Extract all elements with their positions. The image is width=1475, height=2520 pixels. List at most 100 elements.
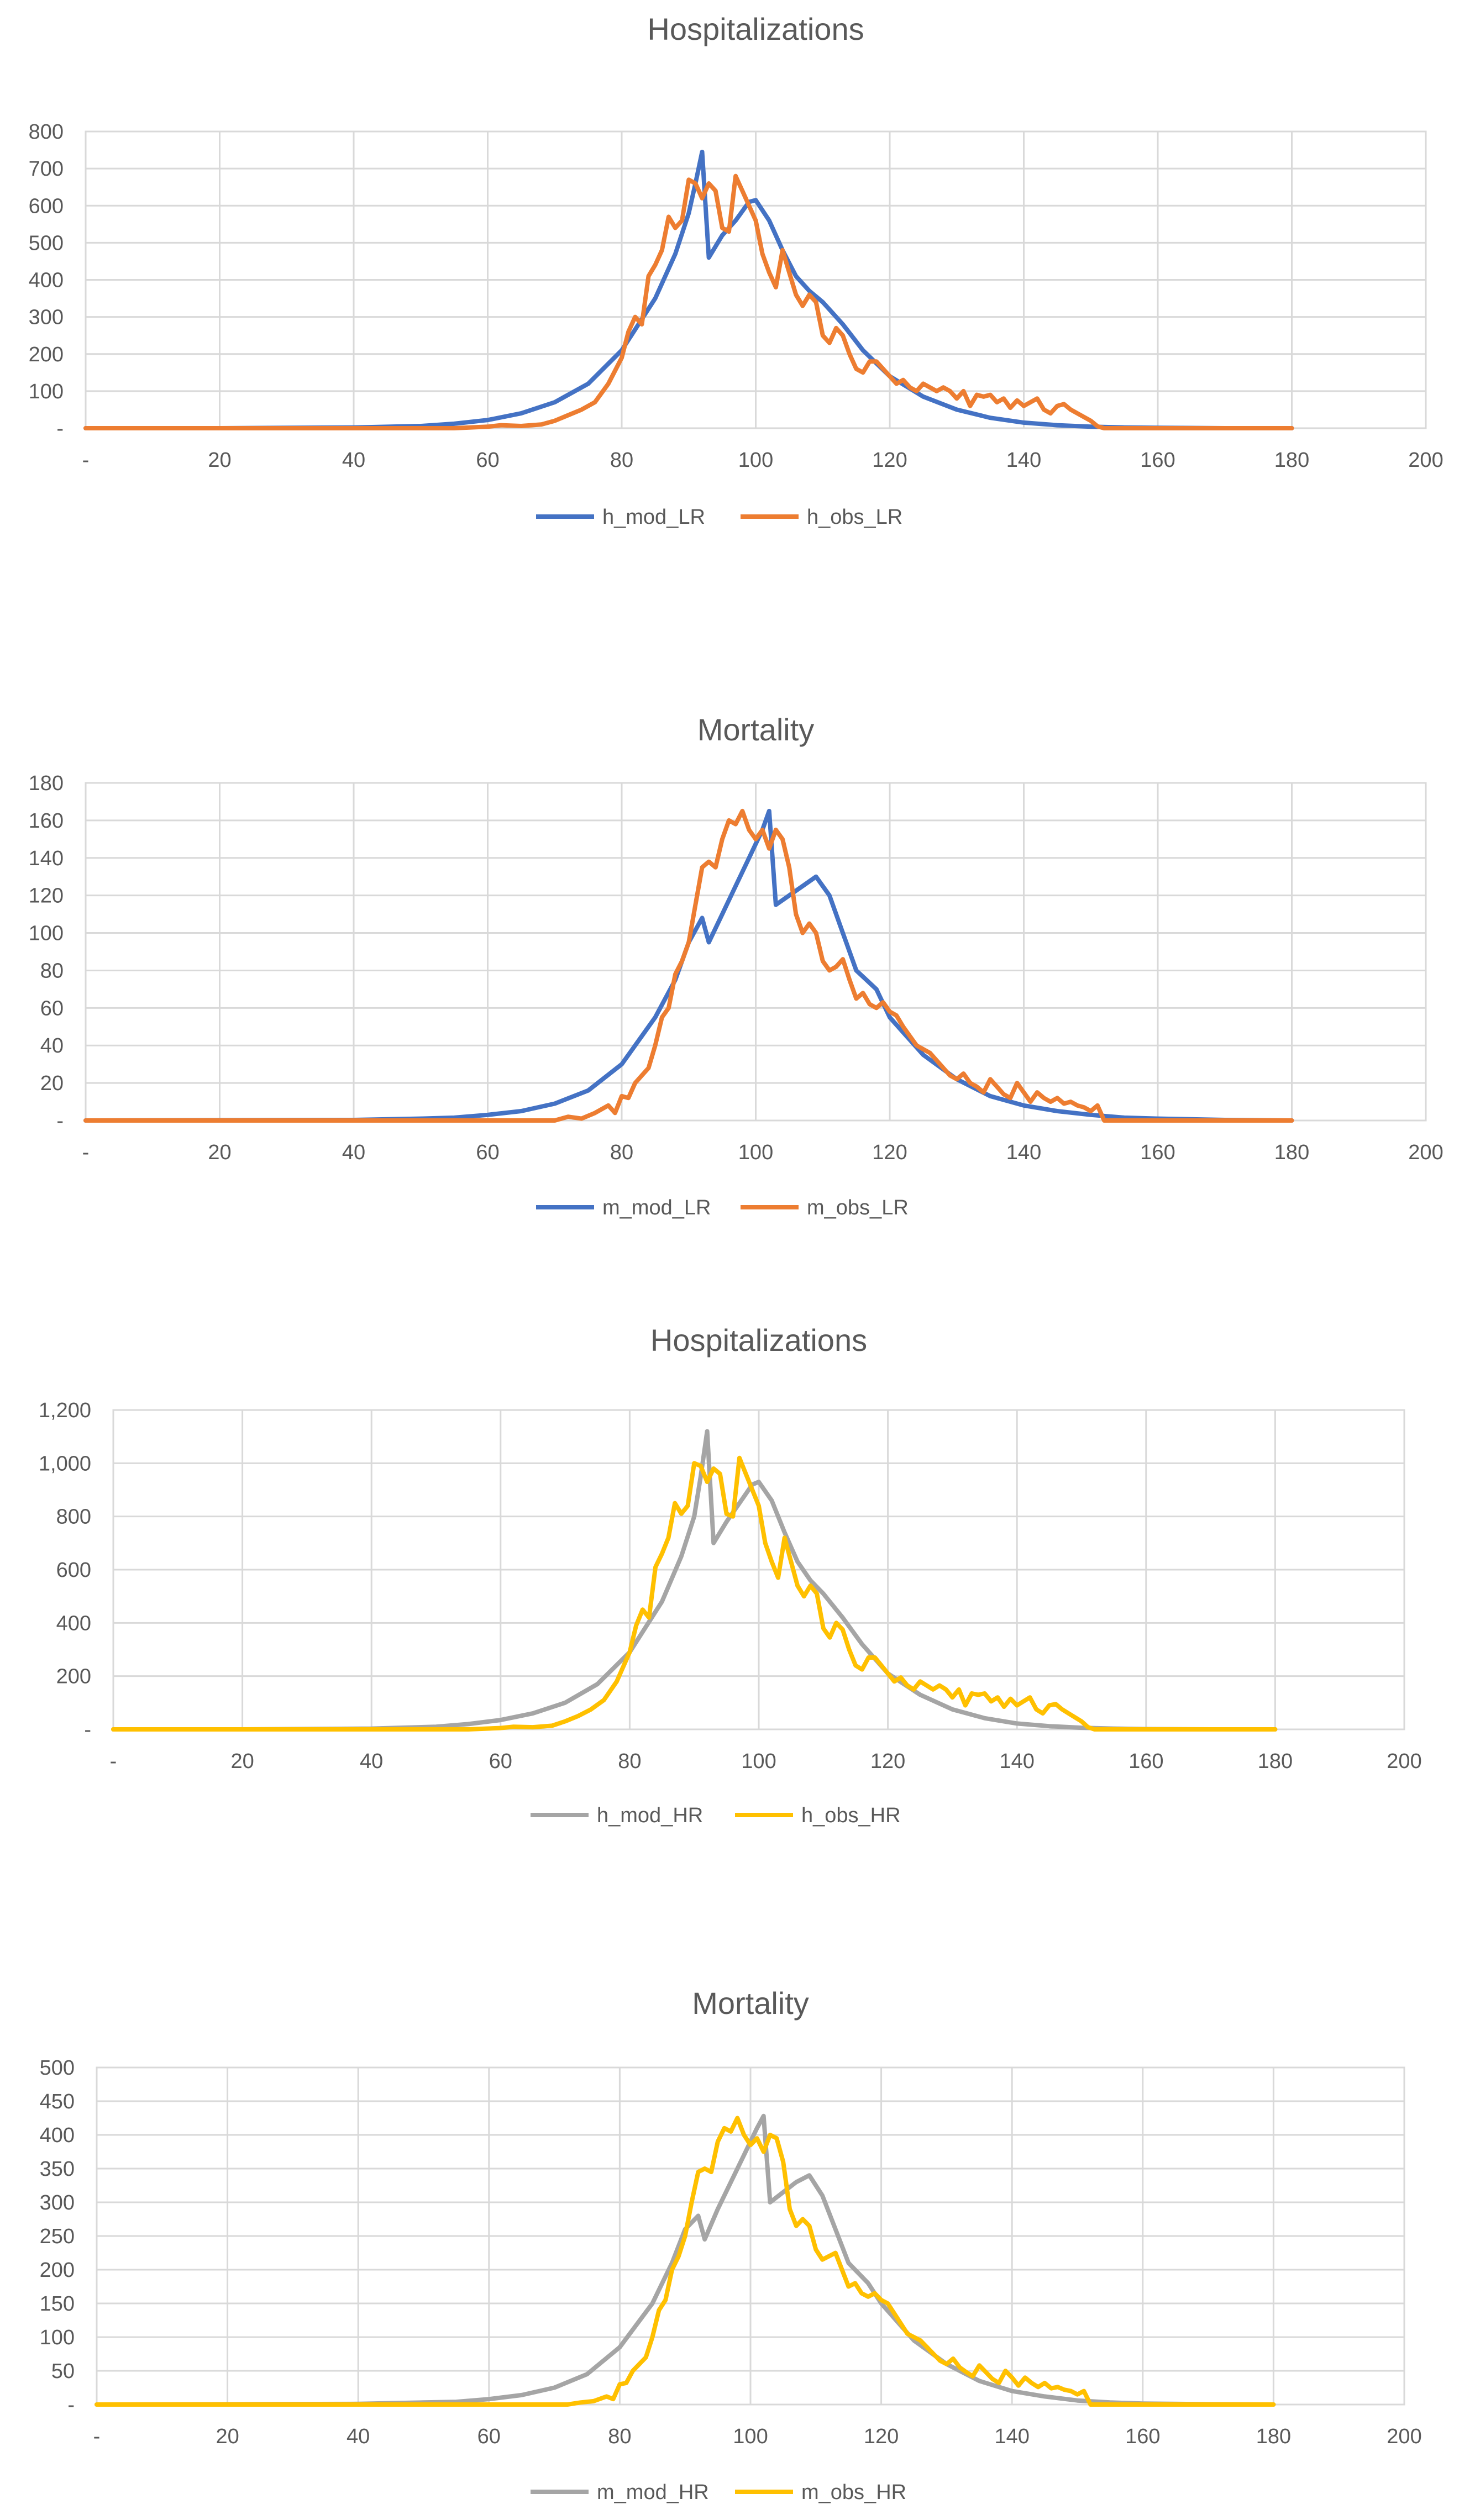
- legend: m_mod_HR m_obs_HR: [531, 2481, 906, 2504]
- x-tick-label: 100: [733, 2425, 768, 2448]
- y-tick-label: 40: [40, 1034, 64, 1058]
- series-line-h-mod-LR: [83, 149, 1294, 430]
- x-tick-label: 140: [999, 1750, 1034, 1773]
- series-line-h-mod-HR: [111, 1429, 1278, 1732]
- series-line-m-mod-HR: [95, 2113, 1276, 2407]
- y-tick-label: 150: [40, 2292, 75, 2316]
- x-tick-label: 160: [1140, 1141, 1175, 1164]
- x-tick-label: 120: [870, 1750, 905, 1773]
- x-tick-label: 40: [342, 1141, 365, 1164]
- y-tick-label: 100: [29, 922, 64, 945]
- x-tick-label: 60: [489, 1750, 512, 1773]
- y-tick-label: 1,200: [39, 1399, 91, 1422]
- x-tick-label: 160: [1140, 449, 1175, 472]
- x-tick-label: -: [82, 1141, 90, 1164]
- x-tick-label: -: [93, 2425, 101, 2448]
- legend: h_mod_LR h_obs_LR: [536, 506, 902, 529]
- x-tick-label: 160: [1128, 1750, 1163, 1773]
- x-tick-label: 120: [872, 449, 907, 472]
- x-tick-label: 80: [610, 449, 633, 472]
- legend: h_mod_HR h_obs_HR: [531, 1804, 901, 1827]
- x-tick-label: -: [82, 449, 90, 472]
- legend-label: m_mod_LR: [602, 1196, 711, 1219]
- x-tick-label: 40: [360, 1750, 383, 1773]
- x-tick-label: 180: [1256, 2425, 1291, 2448]
- x-tick-label: 100: [738, 1141, 773, 1164]
- y-tick-label: 400: [29, 269, 64, 292]
- y-tick-label: 100: [29, 380, 64, 403]
- y-tick-label: 500: [40, 2056, 75, 2080]
- y-tick-label: 200: [29, 343, 64, 366]
- chart-panel-4: Mortality - 50 100 150 200 250 300 350 400 450 500 -…: [0, 1890, 1475, 2520]
- x-tick-label: 140: [1006, 449, 1041, 472]
- x-tick-label: 20: [216, 2425, 239, 2448]
- x-tick-label: 120: [872, 1141, 907, 1164]
- series-line-m-obs-HR: [95, 2116, 1276, 2407]
- legend-label: m_mod_HR: [597, 2481, 709, 2504]
- x-tick-label: 180: [1258, 1750, 1293, 1773]
- x-tick-label: 180: [1274, 449, 1309, 472]
- y-tick-label: 200: [40, 2259, 75, 2282]
- x-tick-label: 100: [741, 1750, 776, 1773]
- x-tick-label: 180: [1274, 1141, 1309, 1164]
- legend-label: m_obs_HR: [801, 2481, 906, 2504]
- x-tick-label: 40: [342, 449, 365, 472]
- x-tick-label: 120: [864, 2425, 899, 2448]
- y-tick-label: 60: [40, 997, 64, 1020]
- y-tick-label: 600: [56, 1559, 91, 1582]
- y-tick-label: -: [67, 2393, 75, 2417]
- x-tick-label: 140: [1006, 1141, 1041, 1164]
- chart-panel-2: Mortality - 20 40 60 80 100 120 140 160 180 - 20 40 60…: [0, 635, 1475, 1260]
- series-line-m-mod-LR: [83, 808, 1294, 1123]
- y-tick-label: 200: [56, 1665, 91, 1688]
- y-tick-label: 50: [51, 2360, 75, 2383]
- x-tick-label: -: [110, 1750, 117, 1773]
- y-tick-label: 1,000: [39, 1452, 91, 1475]
- y-tick-label: 80: [40, 959, 64, 982]
- chart-panel-1: Hospitalizations - 100 200 300 400 500 600 700 80…: [0, 0, 1475, 608]
- y-tick-label: 20: [40, 1072, 64, 1095]
- chart-title: Mortality: [692, 1986, 809, 2021]
- y-tick-label: 800: [29, 120, 64, 144]
- chart-2-svg: Mortality - 20 40 60 80 100 120 140 160 180 - 20 40 60…: [29, 712, 1443, 1219]
- chart-1-svg: Hospitalizations - 100 200 300 400 500 600 700 80…: [29, 12, 1443, 529]
- y-tick-label: 700: [29, 157, 64, 181]
- legend-label: m_obs_LR: [807, 1196, 909, 1219]
- chart-4-svg: Mortality - 50 100 150 200 250 300 350 400 450 500 -…: [40, 1986, 1422, 2504]
- y-tick-label: -: [84, 1718, 91, 1742]
- y-tick-label: 100: [40, 2326, 75, 2349]
- series-line-h-obs-HR: [111, 1455, 1278, 1732]
- y-tick-label: 450: [40, 2090, 75, 2113]
- y-tick-label: 500: [29, 232, 64, 255]
- legend-label: h_obs_LR: [807, 506, 902, 529]
- x-tick-label: 20: [208, 449, 231, 472]
- chart-3-svg: Hospitalizations - 200 400 600 800 1,000 1,200 -…: [39, 1323, 1422, 1827]
- y-tick-label: 300: [40, 2191, 75, 2214]
- y-tick-label: 160: [29, 809, 64, 833]
- y-tick-label: 800: [56, 1506, 91, 1529]
- x-tick-label: 20: [230, 1750, 254, 1773]
- x-tick-label: 80: [618, 1750, 641, 1773]
- series-line-m-obs-LR: [83, 808, 1294, 1123]
- legend: m_mod_LR m_obs_LR: [536, 1196, 909, 1219]
- x-tick-label: 200: [1387, 1750, 1421, 1773]
- x-tick-label: 200: [1408, 1141, 1443, 1164]
- x-tick-label: 200: [1387, 2425, 1421, 2448]
- x-tick-label: 60: [476, 449, 499, 472]
- y-tick-label: 350: [40, 2158, 75, 2181]
- y-tick-label: 400: [56, 1612, 91, 1635]
- x-tick-label: 20: [208, 1141, 231, 1164]
- chart-title: Mortality: [697, 712, 815, 747]
- x-tick-label: 160: [1125, 2425, 1160, 2448]
- x-tick-label: 80: [610, 1141, 633, 1164]
- y-tick-label: 140: [29, 847, 64, 870]
- x-tick-label: 100: [738, 449, 773, 472]
- chart-title: Hospitalizations: [650, 1323, 867, 1358]
- x-tick-label: 200: [1408, 449, 1443, 472]
- y-tick-label: -: [56, 417, 64, 440]
- y-tick-label: 300: [29, 306, 64, 329]
- x-tick-label: 60: [477, 2425, 501, 2448]
- legend-label: h_mod_LR: [602, 506, 705, 529]
- x-tick-label: 140: [994, 2425, 1029, 2448]
- y-tick-label: 120: [29, 885, 64, 908]
